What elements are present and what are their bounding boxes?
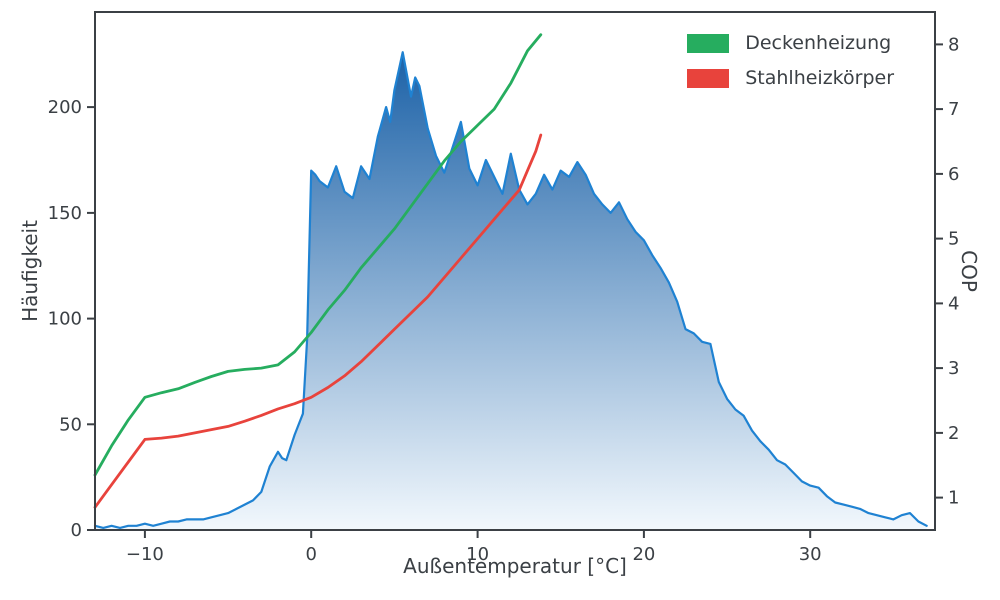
y-left-tick-label: 150 [48, 203, 82, 224]
legend-item-stahlheizkoerper: Stahlheizkörper [687, 67, 894, 89]
x-tick-label: 20 [632, 544, 655, 565]
legend-swatch-stahlheizkoerper [687, 68, 730, 88]
y-left-tick-label: 50 [59, 414, 82, 435]
histogram-area [95, 52, 927, 530]
y-right-tick-label: 6 [948, 164, 959, 185]
y-axis-label-left: Häufigkeit [18, 220, 42, 322]
y-left-tick-label: 200 [48, 97, 82, 118]
y-left-tick-label: 0 [71, 520, 82, 541]
x-tick-label: 10 [466, 544, 489, 565]
y-left-tick-label: 100 [48, 309, 82, 330]
series-line-1 [93, 33, 543, 477]
x-tick-label: 30 [799, 544, 822, 565]
legend-label-deckenheizung: Deckenheizung [745, 32, 892, 54]
y-right-tick-label: 2 [948, 423, 959, 444]
y-right-tick-label: 7 [948, 99, 959, 120]
y-right-tick-label: 5 [948, 229, 959, 250]
y-axis-label-right: COP [957, 250, 981, 292]
y-right-tick-label: 8 [948, 34, 959, 55]
histogram-line [93, 51, 928, 529]
legend-swatch-deckenheizung [687, 33, 730, 53]
legend: Deckenheizung Stahlheizkörper [681, 28, 900, 93]
legend-label-stahlheizkoerper: Stahlheizkörper [745, 67, 894, 89]
x-tick-label: −10 [126, 544, 164, 565]
y-right-tick-label: 1 [948, 488, 959, 509]
y-right-tick-label: 3 [948, 358, 959, 379]
x-axis-label: Außentemperatur [°C] [403, 554, 627, 578]
x-tick-label: 0 [305, 544, 316, 565]
y-right-tick-label: 4 [948, 293, 959, 314]
series-line-2 [93, 133, 543, 509]
legend-item-deckenheizung: Deckenheizung [687, 32, 894, 54]
plot-border [94, 11, 936, 531]
